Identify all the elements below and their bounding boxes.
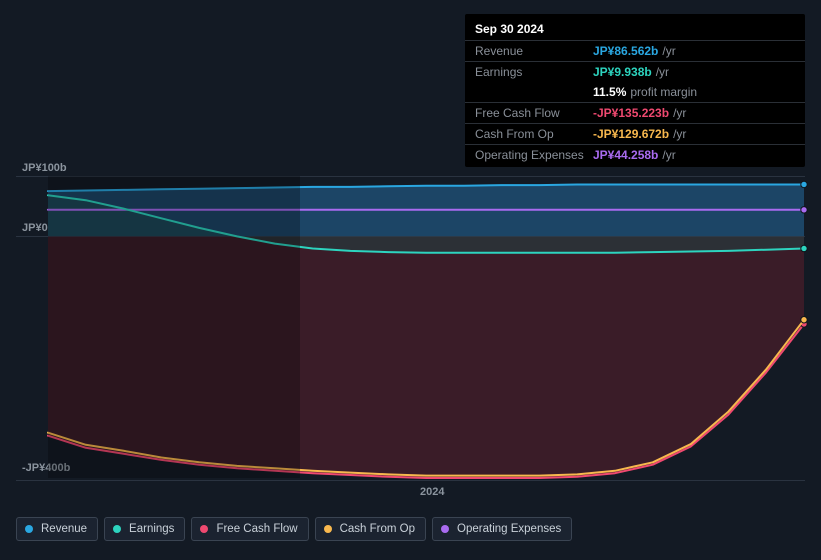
tooltip-row: EarningsJP¥9.938b/yr bbox=[465, 61, 805, 82]
legend-dot-icon bbox=[441, 525, 449, 533]
legend-dot-icon bbox=[324, 525, 332, 533]
tooltip-row-unit: /yr bbox=[652, 65, 669, 79]
tooltip-row-value: JP¥44.258b bbox=[593, 148, 658, 162]
tooltip-row-unit: /yr bbox=[669, 127, 686, 141]
legend-label: Earnings bbox=[129, 523, 174, 535]
chart-svg bbox=[48, 176, 804, 478]
legend-item[interactable]: Revenue bbox=[16, 517, 98, 541]
tooltip-row-unit: /yr bbox=[669, 106, 686, 120]
tooltip-row: 11.5%profit margin bbox=[465, 82, 805, 102]
legend-dot-icon bbox=[25, 525, 33, 533]
tooltip-row-value: JP¥86.562b bbox=[593, 44, 658, 58]
opex-end-marker-icon bbox=[801, 207, 807, 213]
tooltip-row-label: Free Cash Flow bbox=[475, 106, 593, 120]
legend-item[interactable]: Earnings bbox=[104, 517, 185, 541]
legend-dot-icon bbox=[200, 525, 208, 533]
x-axis-label: 2024 bbox=[420, 486, 444, 498]
tooltip-row-label: Revenue bbox=[475, 44, 593, 58]
legend-item[interactable]: Free Cash Flow bbox=[191, 517, 308, 541]
legend-item[interactable]: Cash From Op bbox=[315, 517, 426, 541]
tooltip-row-value: 11.5% bbox=[593, 85, 626, 99]
tooltip-row: RevenueJP¥86.562b/yr bbox=[465, 40, 805, 61]
tooltip-date: Sep 30 2024 bbox=[465, 22, 805, 40]
legend-label: Operating Expenses bbox=[457, 523, 561, 535]
legend-label: Cash From Op bbox=[340, 523, 415, 535]
tooltip-row-label bbox=[475, 85, 593, 99]
tooltip-row-value: -JP¥129.672b bbox=[593, 127, 669, 141]
legend-item[interactable]: Operating Expenses bbox=[432, 517, 572, 541]
revenue-end-marker-icon bbox=[801, 181, 807, 187]
tooltip-row-unit: /yr bbox=[658, 148, 675, 162]
legend-label: Free Cash Flow bbox=[216, 523, 297, 535]
tooltip-row-value: -JP¥135.223b bbox=[593, 106, 669, 120]
tooltip-row-unit: /yr bbox=[658, 44, 675, 58]
tooltip-row-unit: profit margin bbox=[626, 85, 697, 99]
tooltip-row: Free Cash Flow-JP¥135.223b/yr bbox=[465, 102, 805, 123]
fcf-area bbox=[48, 236, 804, 478]
legend: Revenue Earnings Free Cash Flow Cash From O… bbox=[16, 517, 572, 541]
tooltip-row-label: Cash From Op bbox=[475, 127, 593, 141]
data-tooltip: Sep 30 2024 RevenueJP¥86.562b/yrEarnings… bbox=[465, 14, 805, 167]
earnings-end-marker-icon bbox=[801, 245, 807, 251]
tooltip-row: Operating ExpensesJP¥44.258b/yr bbox=[465, 144, 805, 165]
tooltip-row-label: Operating Expenses bbox=[475, 148, 593, 162]
tooltip-row: Cash From Op-JP¥129.672b/yr bbox=[465, 123, 805, 144]
tooltip-row-value: JP¥9.938b bbox=[593, 65, 652, 79]
chart-container: Sep 30 2024 RevenueJP¥86.562b/yrEarnings… bbox=[0, 0, 821, 560]
tooltip-row-label: Earnings bbox=[475, 65, 593, 79]
cashop-end-marker-icon bbox=[801, 317, 807, 323]
legend-label: Revenue bbox=[41, 523, 87, 535]
legend-dot-icon bbox=[113, 525, 121, 533]
